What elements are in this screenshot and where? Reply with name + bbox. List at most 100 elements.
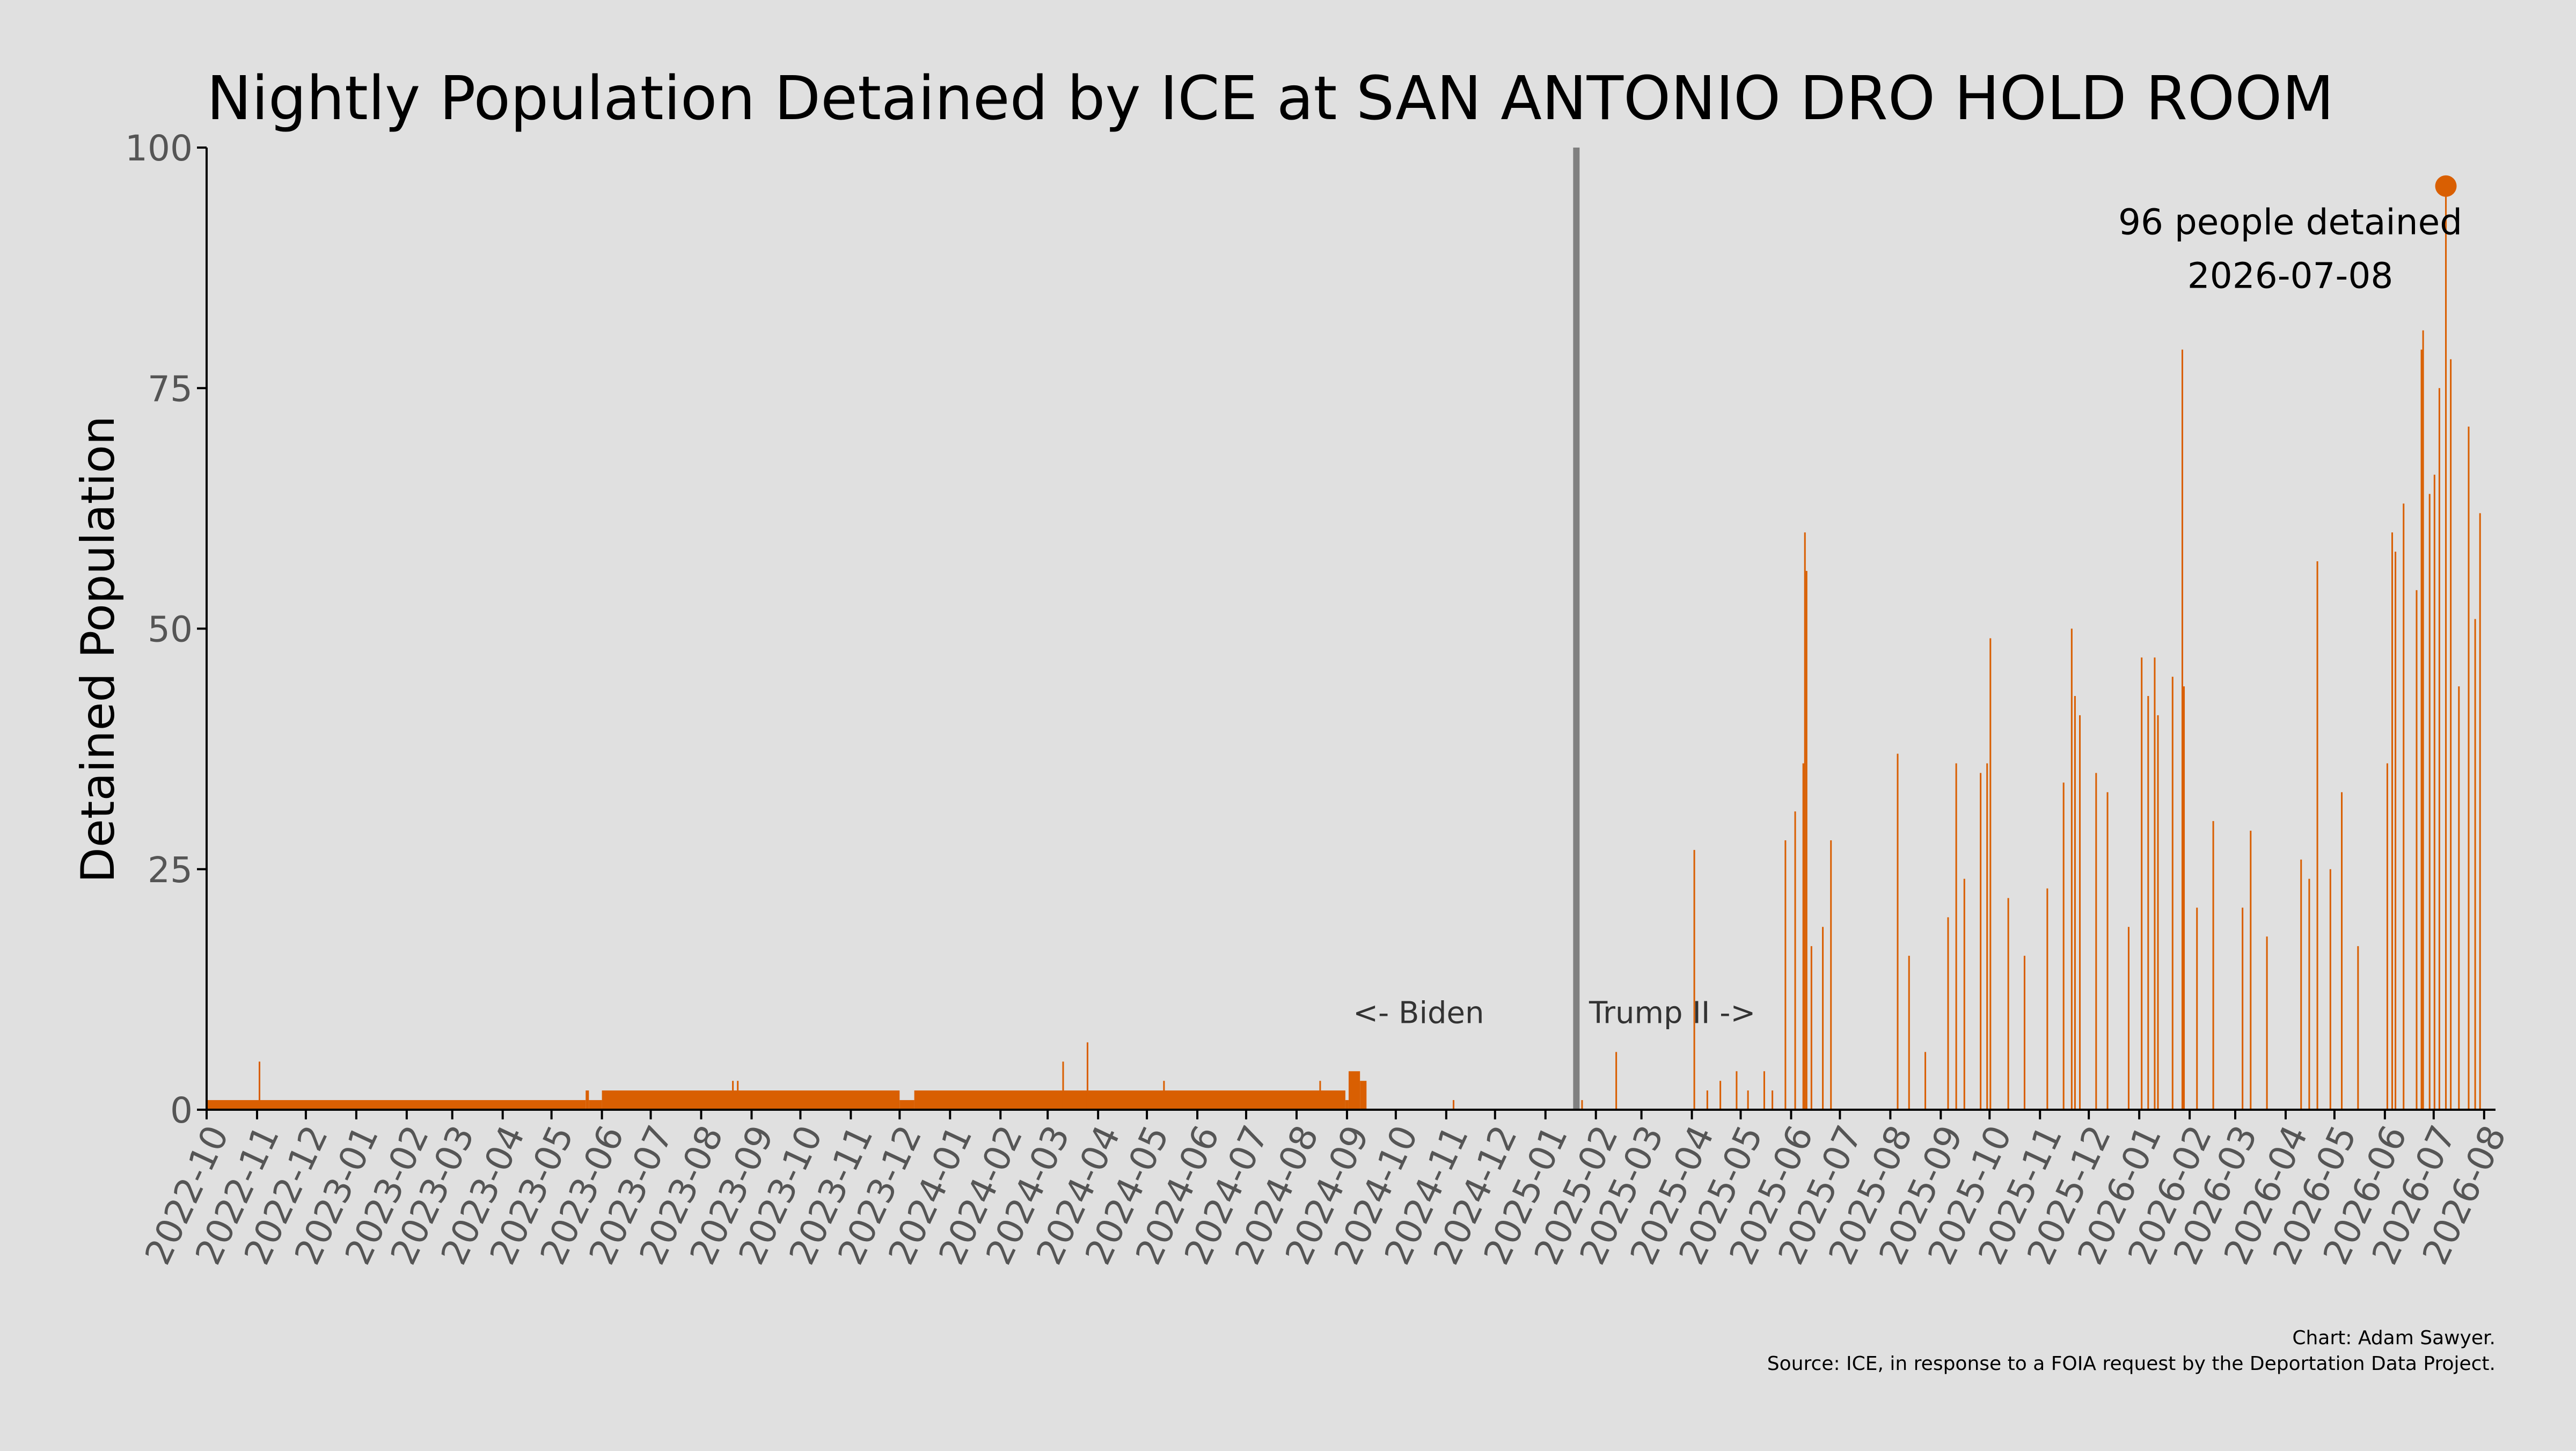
- bar-spike: [2433, 474, 2435, 1110]
- bar-spike: [2266, 936, 2268, 1110]
- bar-period: [1348, 1071, 1360, 1110]
- bar-period: [207, 1100, 586, 1110]
- bar-spike: [2316, 561, 2318, 1110]
- bar-spike: [259, 1061, 261, 1110]
- bar-spike: [2391, 532, 2394, 1110]
- y-tick-label: 25: [148, 849, 193, 891]
- max-point-marker: [2435, 175, 2457, 197]
- bar-spike: [1784, 840, 1787, 1110]
- bar-spike: [2308, 878, 2310, 1110]
- bar-spike: [1794, 811, 1796, 1110]
- bar-spike: [2474, 619, 2476, 1110]
- bar-period: [899, 1100, 914, 1110]
- bar-period: [1345, 1100, 1349, 1110]
- bar-spike: [2458, 686, 2460, 1110]
- bar-spike: [1319, 1081, 1321, 1110]
- bar-spike: [2171, 677, 2174, 1110]
- bar-period: [914, 1090, 1345, 1110]
- bar-spike: [1830, 840, 1832, 1110]
- bar-spike: [1804, 532, 1806, 1110]
- bar-spike: [2007, 898, 2009, 1110]
- bar-spike: [1581, 1100, 1583, 1110]
- bar-spike: [2250, 831, 2252, 1110]
- bar-spike: [1822, 927, 1824, 1110]
- bar-spike: [737, 1081, 739, 1110]
- credit-source: Source: ICE, in response to a FOIA reque…: [1767, 1353, 2496, 1375]
- bar-spike: [2329, 869, 2331, 1110]
- bar-spike: [2450, 359, 2452, 1110]
- bars-layer: [207, 186, 2481, 1110]
- bar-spike: [1924, 1052, 1927, 1110]
- bar-spike: [732, 1081, 734, 1110]
- bar-spike: [1763, 1071, 1765, 1110]
- bar-spike: [2154, 657, 2156, 1110]
- bar-spike: [2242, 907, 2244, 1110]
- bar-spike: [1693, 849, 1695, 1110]
- bar-spike: [2147, 696, 2149, 1110]
- bar-period: [586, 1090, 589, 1110]
- bar-spike: [1615, 1052, 1618, 1110]
- bar-spike: [2416, 590, 2418, 1110]
- bar-spike: [1736, 1071, 1738, 1110]
- max-point-date: 2026-07-08: [2187, 255, 2394, 297]
- y-tick-label: 75: [148, 368, 193, 409]
- bar-spike: [2386, 763, 2388, 1110]
- bar-spike: [2422, 330, 2424, 1110]
- bar-spike: [2357, 946, 2359, 1110]
- bar-spike: [1163, 1081, 1165, 1110]
- era-annotation: <- Biden: [1353, 996, 1484, 1031]
- bar-period: [602, 1090, 900, 1110]
- bar-spike: [1955, 763, 1957, 1110]
- y-tick-label: 0: [170, 1090, 193, 1131]
- bar-spike: [1452, 1100, 1454, 1110]
- bar-spike: [1086, 1042, 1088, 1110]
- bar-spike: [2420, 349, 2423, 1110]
- bar-spike: [2079, 715, 2081, 1110]
- bar-spike: [1989, 638, 1992, 1110]
- bar-spike: [1772, 1090, 1774, 1110]
- bar-spike: [2074, 696, 2076, 1110]
- bar-spike: [1805, 570, 1807, 1110]
- bar-spike: [2070, 628, 2073, 1110]
- bar-spike: [2196, 907, 2198, 1110]
- bar-spike: [2141, 657, 2143, 1110]
- max-point-label: 96 people detained: [2118, 202, 2462, 243]
- bar-period: [589, 1100, 602, 1110]
- bar-spike: [2106, 792, 2109, 1110]
- bar-spike: [2438, 388, 2440, 1110]
- y-axis-label: Detained Population: [71, 416, 125, 883]
- bar-spike: [1706, 1090, 1708, 1110]
- bar-spike: [1947, 917, 1949, 1110]
- bar-spike: [2127, 927, 2129, 1110]
- bar-spike: [1897, 753, 1899, 1110]
- bar-spike: [1986, 763, 1988, 1110]
- bar-spike: [2300, 859, 2302, 1110]
- bar-spike: [2395, 552, 2397, 1110]
- chart-title: Nightly Population Detained by ICE at SA…: [207, 64, 2334, 134]
- bar-spike: [2046, 888, 2048, 1110]
- bar-spike: [1802, 763, 1804, 1110]
- bar-spike: [2479, 513, 2481, 1110]
- y-tick-label: 50: [148, 609, 193, 650]
- era-annotation: Trump II ->: [1589, 996, 1755, 1031]
- bar-spike: [2403, 503, 2405, 1110]
- bar-spike: [2183, 686, 2185, 1110]
- bar-spike: [2095, 773, 2097, 1110]
- bar-spike: [1980, 773, 1982, 1110]
- bar-spike: [2428, 494, 2431, 1110]
- bar-spike: [2341, 792, 2343, 1110]
- bar-spike: [2157, 715, 2159, 1110]
- bar-spike: [1747, 1090, 1749, 1110]
- annotation-layer: <- Biden Trump II -> 96 people detained 202…: [1353, 175, 2462, 1031]
- bar-spike: [2445, 186, 2447, 1110]
- bar-spike: [1719, 1081, 1722, 1110]
- bar-spike: [2023, 956, 2025, 1110]
- bar-spike: [1963, 878, 1965, 1110]
- bar-spike: [2468, 426, 2470, 1110]
- bar-spike: [1062, 1061, 1064, 1110]
- bar-spike: [1908, 956, 1910, 1110]
- bar-spike: [2062, 782, 2065, 1110]
- y-tick-label: 100: [125, 128, 193, 169]
